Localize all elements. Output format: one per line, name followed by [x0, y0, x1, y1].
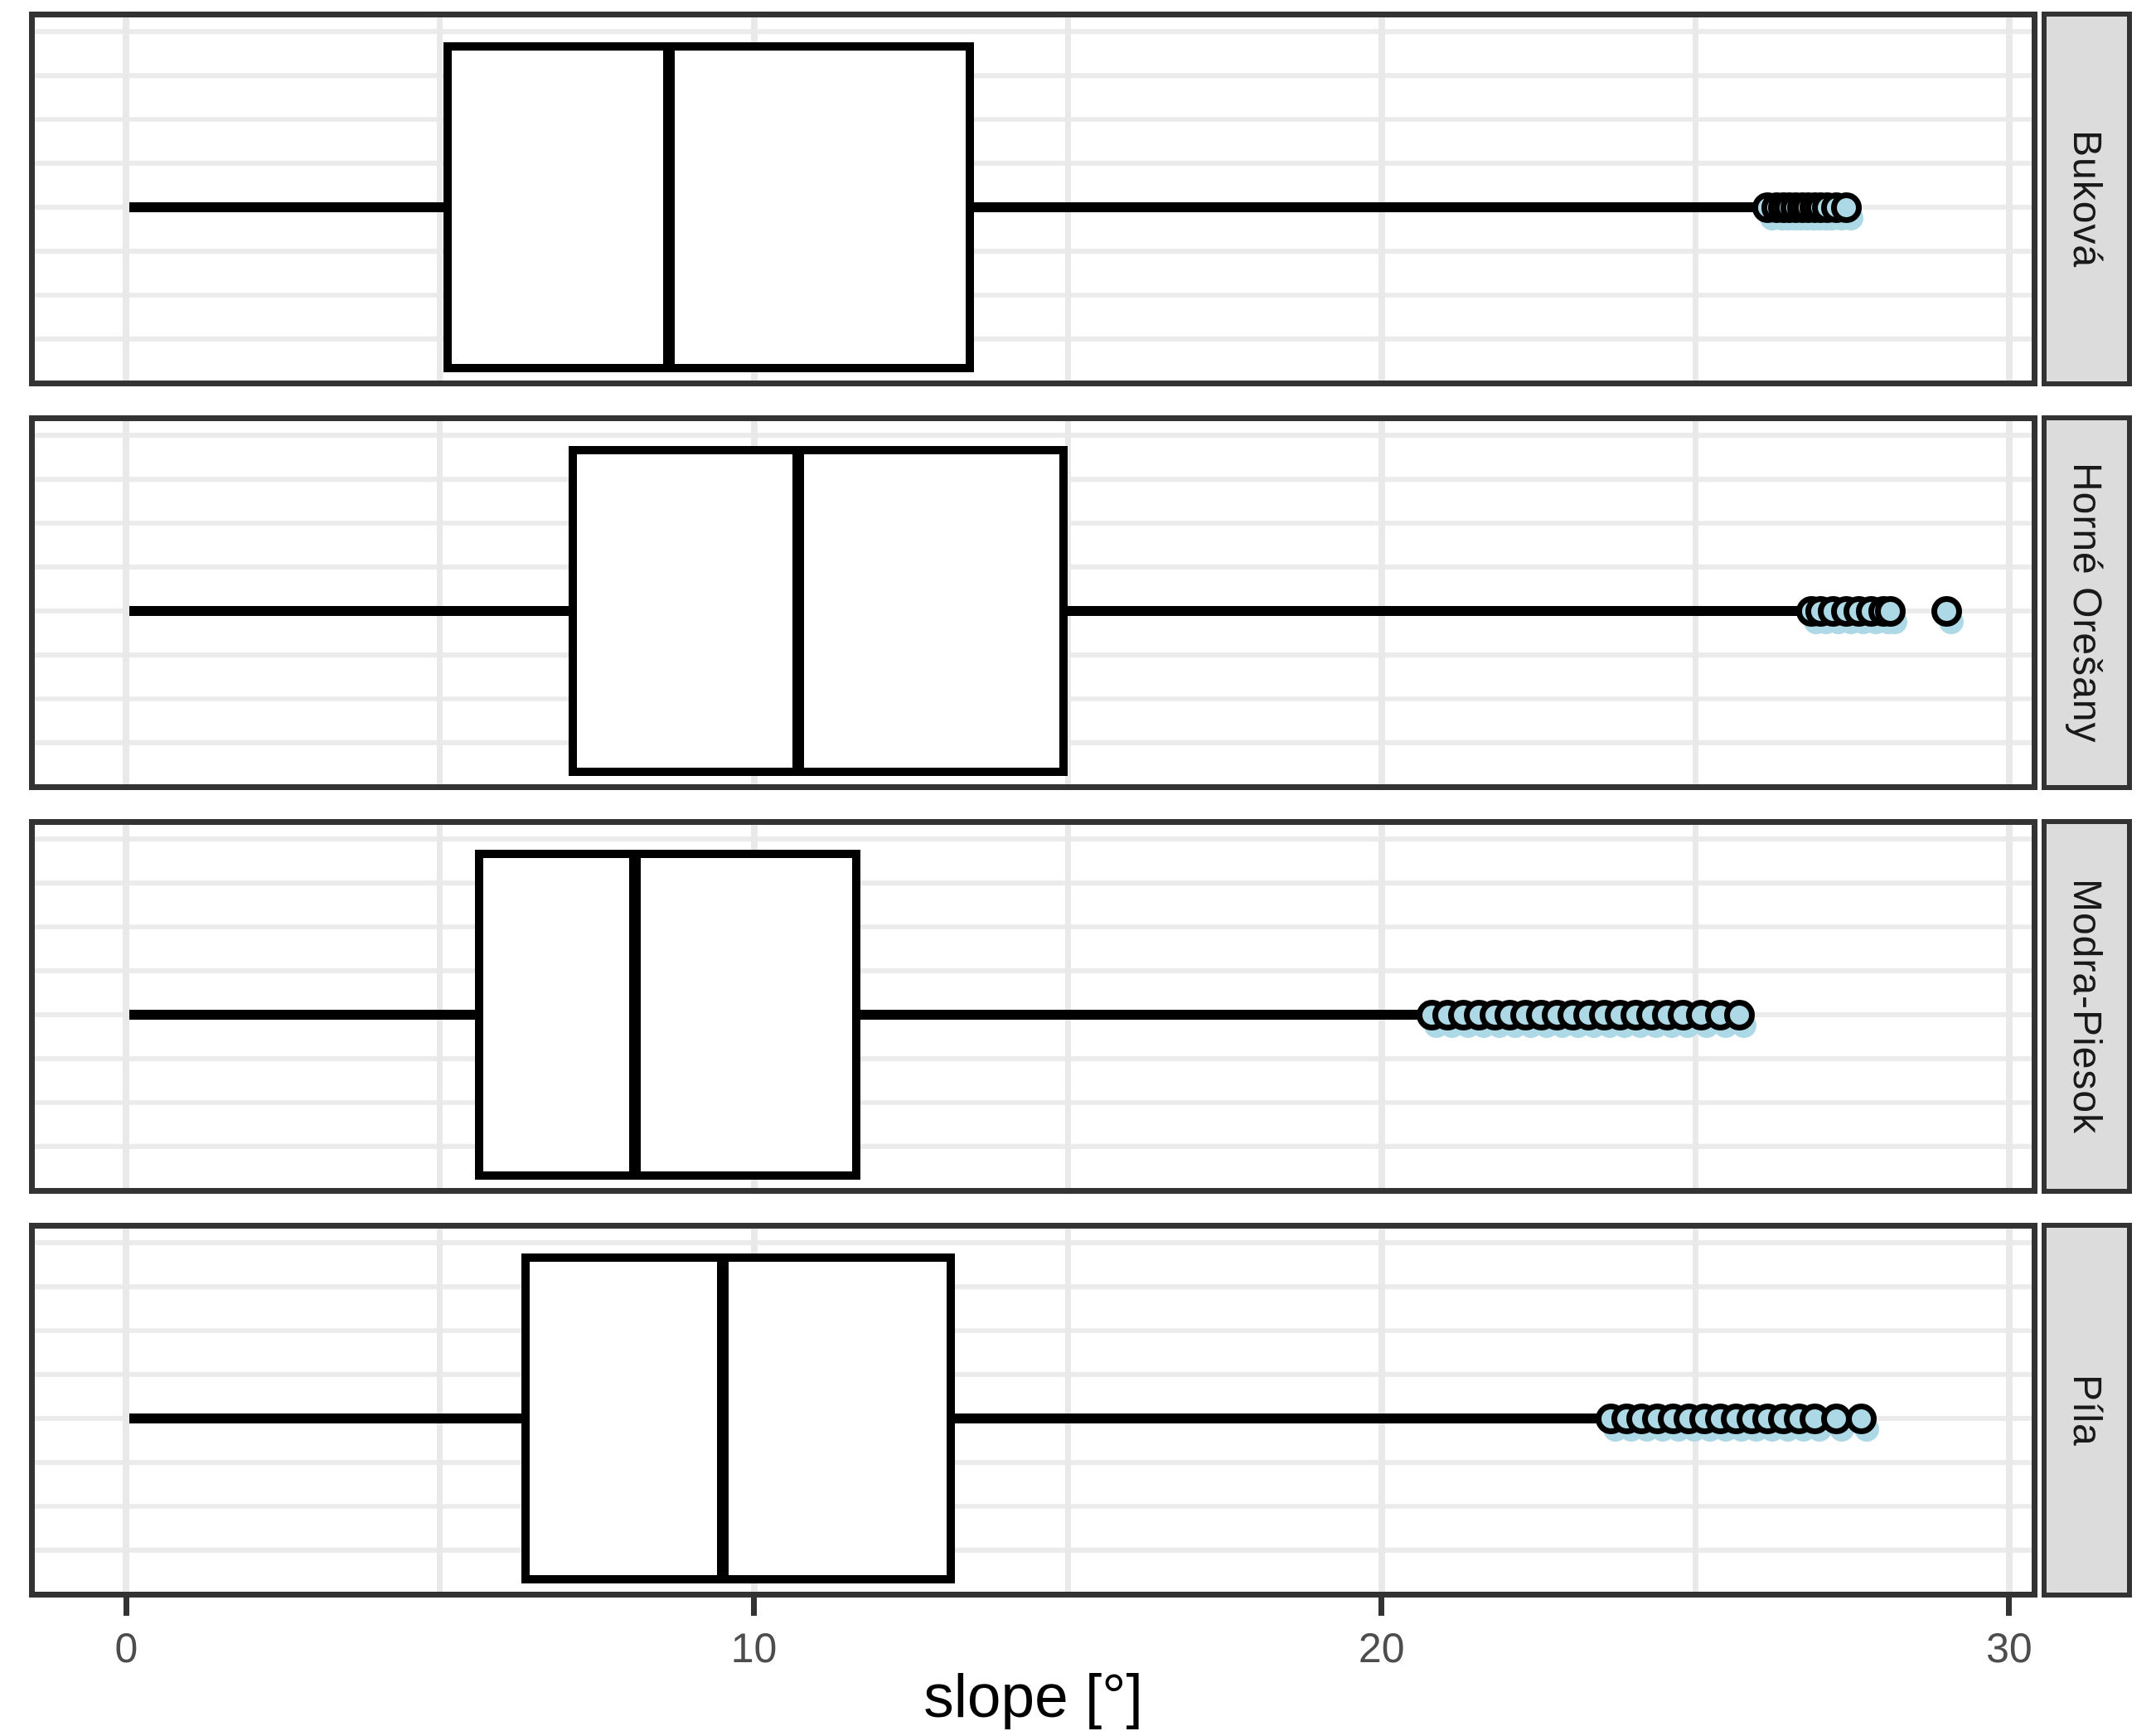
median-line: [663, 42, 676, 372]
facet-strip: Buková: [2042, 12, 2132, 386]
major-gridline: [1378, 415, 1385, 790]
minor-gridline: [437, 1223, 443, 1598]
panel-border: [29, 12, 2037, 386]
whisker-upper: [1068, 606, 1803, 616]
major-gridline: [2005, 1223, 2013, 1598]
whisker-lower: [129, 1010, 475, 1020]
facet-row: Píla: [29, 1223, 2132, 1598]
x-axis-title: slope [°]: [923, 1663, 1143, 1730]
outlier-point: [1874, 595, 1906, 627]
minor-gridline: [437, 415, 443, 790]
box: [521, 1253, 955, 1583]
facet-row: Buková: [29, 12, 2132, 386]
minor-gridline: [1064, 1223, 1071, 1598]
outlier-point: [1723, 999, 1755, 1030]
whisker-upper: [973, 202, 1761, 212]
median-line: [792, 446, 804, 776]
x-axis-tick: [123, 1598, 129, 1616]
facet-strip-label: Modra-Piesok: [2065, 878, 2109, 1135]
whisker-lower: [129, 202, 443, 212]
major-gridline: [1378, 12, 1385, 386]
outlier-point: [1846, 1403, 1877, 1434]
x-axis-tick-label: 20: [1358, 1625, 1405, 1671]
facet-strip-label: Píla: [2065, 1374, 2109, 1447]
facet-panel: [29, 415, 2037, 790]
minor-gridline: [1692, 12, 1698, 386]
x-axis-tick-label: 10: [730, 1625, 778, 1671]
median-line: [628, 850, 641, 1180]
median-line: [716, 1253, 729, 1583]
major-gridline: [2005, 819, 2013, 1194]
major-gridline: [123, 12, 130, 386]
box: [569, 446, 1068, 776]
box: [443, 42, 974, 372]
whisker-lower: [129, 1413, 522, 1423]
whisker-upper: [860, 1010, 1422, 1020]
major-gridline: [1378, 819, 1385, 1194]
x-axis-tick-label: 0: [114, 1625, 138, 1671]
major-gridline: [123, 1223, 130, 1598]
minor-gridline: [437, 12, 443, 386]
x-axis-tick: [1378, 1598, 1385, 1616]
minor-gridline: [1692, 415, 1698, 790]
x-axis-tick-label: 30: [1986, 1625, 2032, 1671]
minor-gridline: [437, 819, 443, 1194]
box: [474, 850, 861, 1180]
facet-strip: Píla: [2042, 1223, 2132, 1598]
major-gridline: [2005, 12, 2013, 386]
facet-row: Horné Orešany: [29, 415, 2132, 790]
outlier-point: [1821, 1403, 1853, 1434]
facet-strip: Horné Orešany: [2042, 415, 2132, 790]
minor-gridline: [1064, 415, 1071, 790]
facet-strip: Modra-Piesok: [2042, 819, 2132, 1194]
major-gridline: [123, 415, 130, 790]
facet-panel: [29, 1223, 2037, 1598]
outlier-point: [1830, 192, 1862, 223]
facet-strip-label: Horné Orešany: [2065, 462, 2109, 744]
x-axis-tick: [2006, 1598, 2013, 1616]
outlier-point: [1931, 595, 1962, 627]
minor-gridline: [1064, 819, 1071, 1194]
major-gridline: [2005, 415, 2013, 790]
facet-row: Modra-Piesok: [29, 819, 2132, 1194]
facet-panel: [29, 819, 2037, 1194]
x-axis-tick: [751, 1598, 758, 1616]
facet-strip-label: Buková: [2065, 129, 2109, 269]
whisker-upper: [954, 1413, 1598, 1423]
whisker-lower: [129, 606, 569, 616]
major-gridline: [123, 819, 130, 1194]
facet-panel: [29, 12, 2037, 386]
minor-gridline: [1064, 12, 1071, 386]
major-gridline: [1378, 1223, 1385, 1598]
